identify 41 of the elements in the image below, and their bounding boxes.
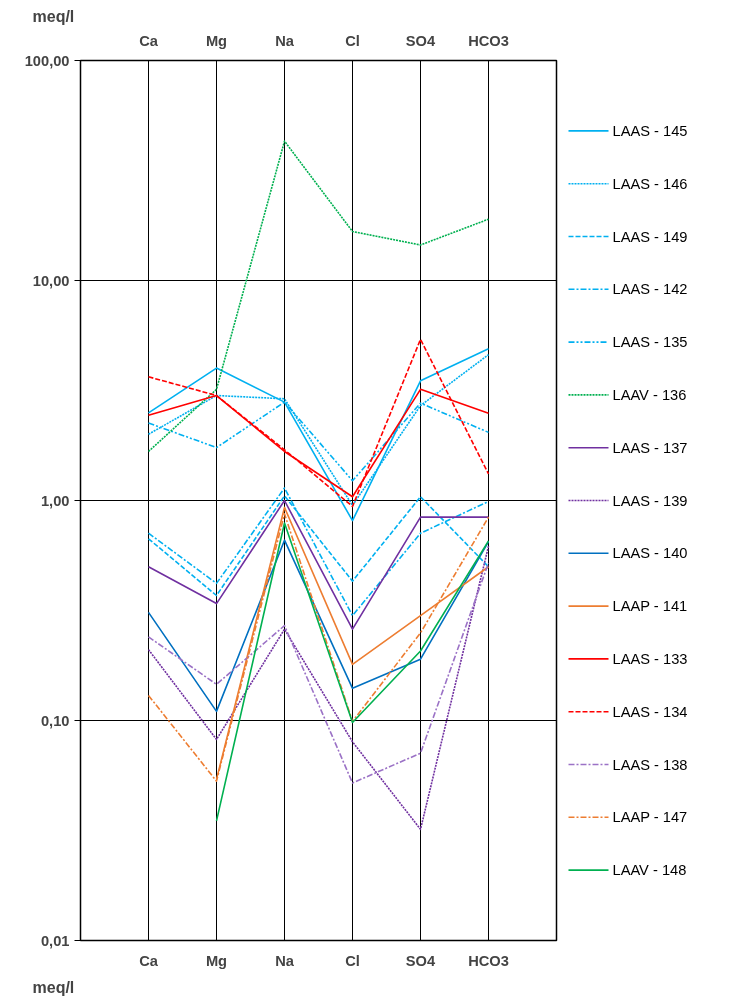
line-series — [147, 545, 490, 831]
line-series — [215, 522, 490, 822]
category-label: Mg — [205, 952, 228, 969]
legend-label: LAAS - 145 — [612, 122, 688, 139]
legend-label: LAAS - 139 — [612, 492, 688, 509]
category-label: Na — [275, 952, 294, 969]
legend-label: LAAS - 138 — [612, 756, 688, 773]
legend-label: LAAP - 147 — [612, 809, 688, 826]
category-label: Cl — [345, 952, 360, 969]
y-tick-label: 0,01 — [40, 932, 70, 949]
x-tick-label: Mg — [205, 32, 228, 49]
y-axis-title: meq/l — [32, 7, 75, 25]
legend-label: LAAS - 140 — [612, 545, 688, 562]
line-series — [147, 140, 490, 453]
y-tick-label: 10,00 — [32, 272, 70, 289]
line-series — [147, 562, 490, 784]
x-tick-label: Na — [275, 32, 295, 49]
text: meq/l — [32, 978, 75, 996]
y-tick-label: 1,00 — [40, 492, 70, 509]
category-label: HCO3 — [468, 952, 509, 969]
legend-label: LAAS - 135 — [612, 334, 688, 351]
legend-label: LAAS - 137 — [612, 439, 688, 456]
line-series — [147, 539, 490, 713]
legend-label: LAAP - 141 — [612, 598, 688, 615]
category-label: Ca — [139, 952, 158, 969]
x-tick-label: Cl — [345, 32, 360, 49]
y-tick-label: 100,00 — [24, 52, 70, 69]
legend-label: LAAV - 136 — [612, 386, 687, 403]
legend-label: LAAS - 134 — [612, 703, 688, 720]
legend-label: LAAS - 133 — [612, 650, 688, 667]
category-label: SO4 — [405, 952, 436, 969]
y-tick-label: 0,10 — [40, 712, 70, 729]
legend-label: LAAV - 148 — [612, 862, 687, 879]
x-tick-label: HCO3 — [468, 32, 509, 49]
line-series — [147, 487, 490, 617]
legend-label: LAAS - 142 — [612, 281, 688, 298]
x-tick-label: SO4 — [405, 32, 437, 49]
line-series — [147, 499, 490, 631]
legend-label: LAAS - 149 — [612, 228, 688, 245]
x-tick-label: Ca — [139, 32, 159, 49]
legend-label: LAAS - 146 — [612, 175, 688, 192]
